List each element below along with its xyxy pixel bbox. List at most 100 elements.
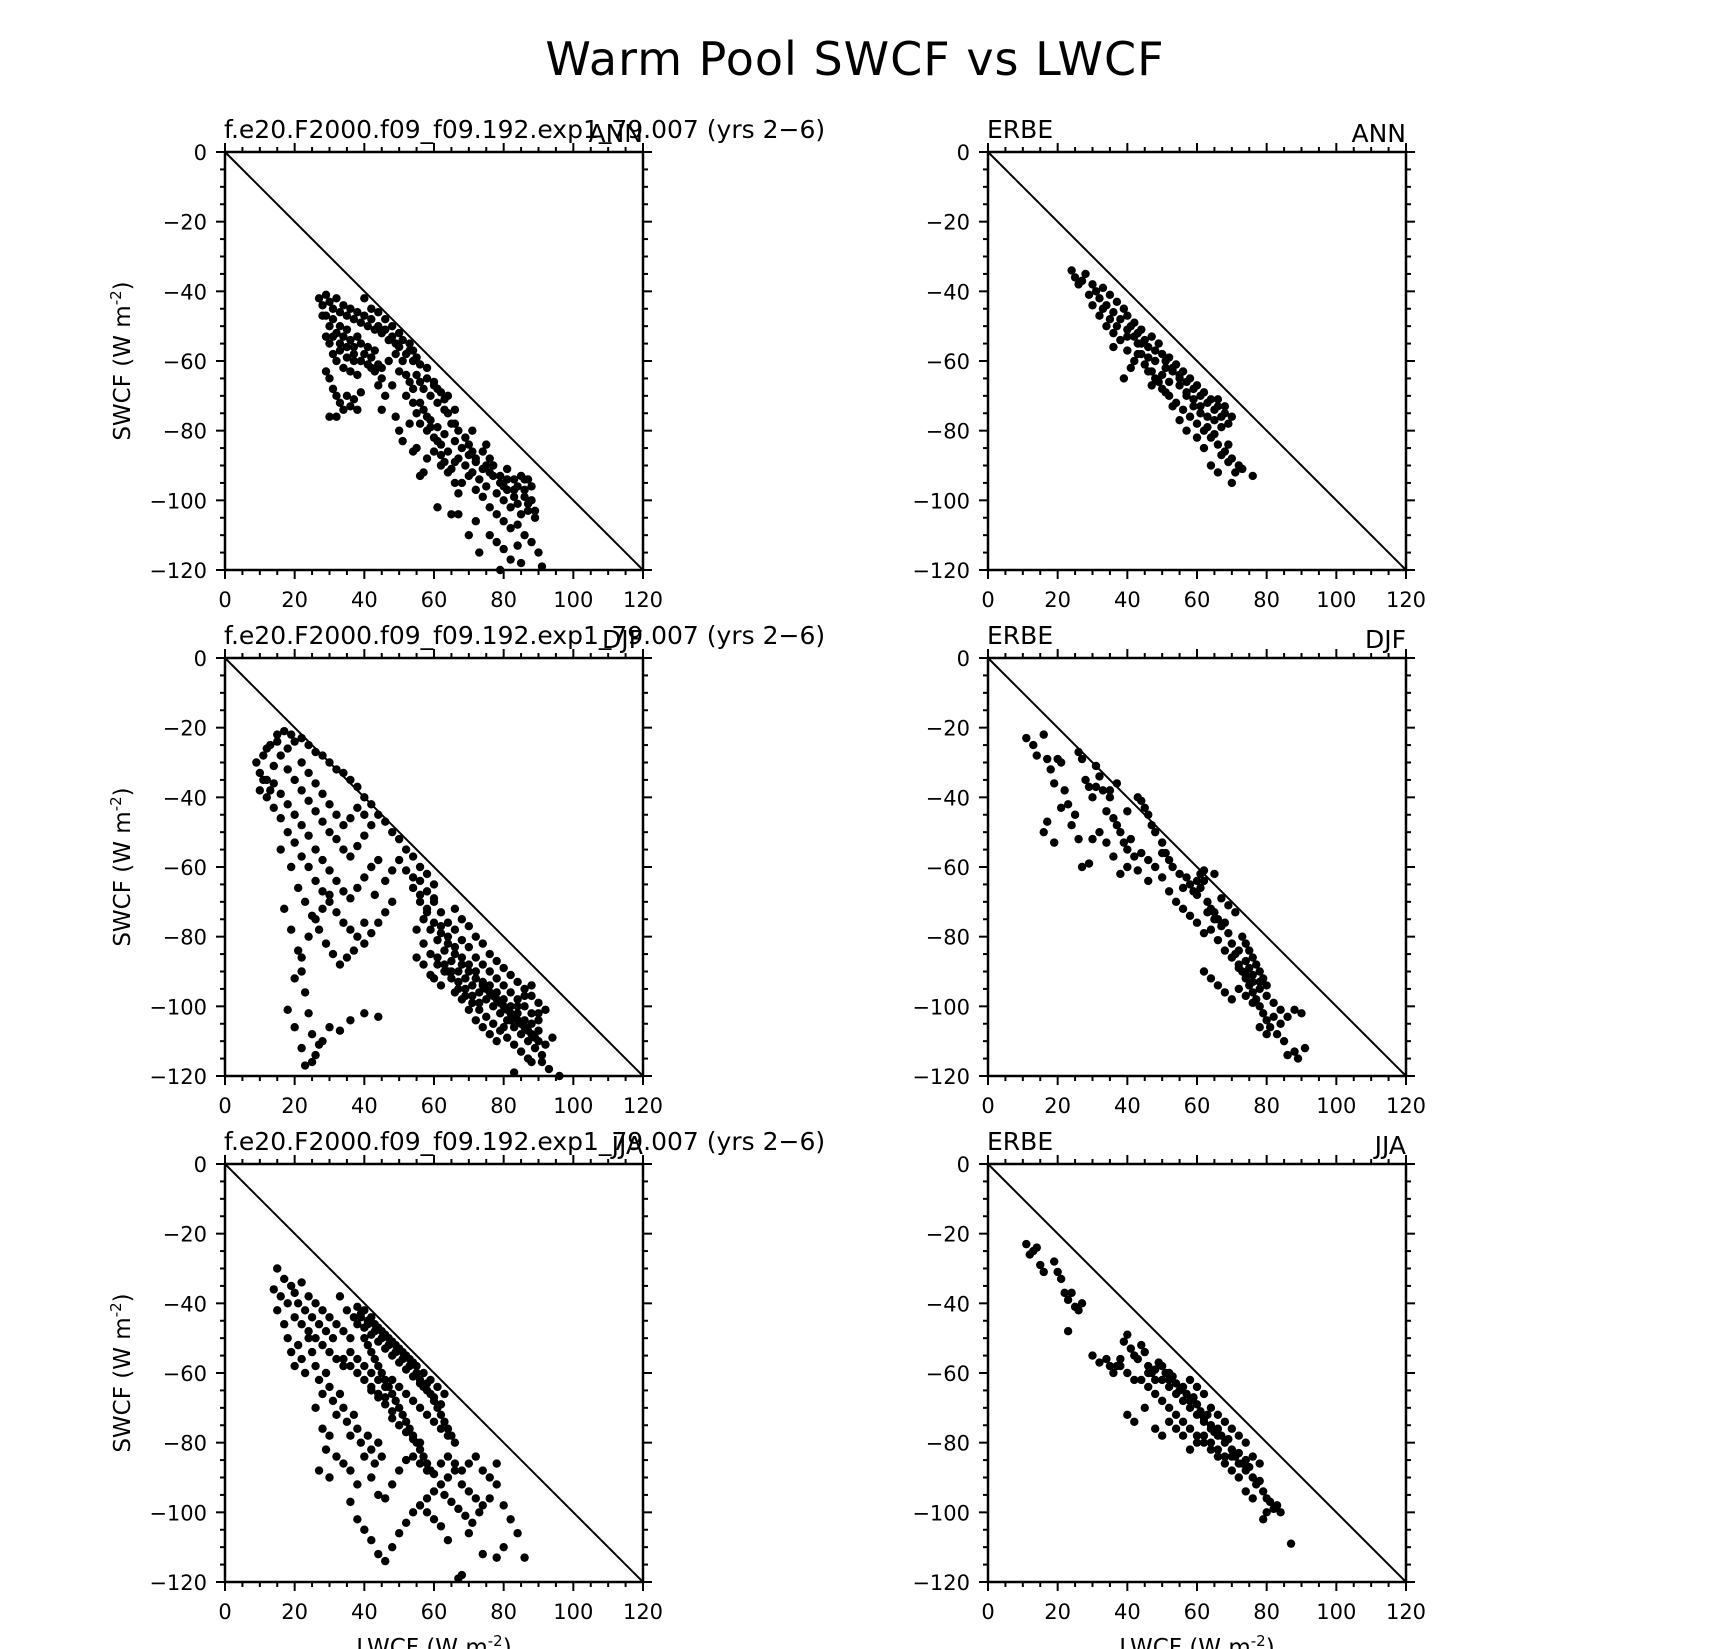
data-point (1168, 367, 1177, 376)
data-point (433, 1382, 442, 1392)
data-point (374, 1389, 383, 1399)
data-point (1241, 1438, 1250, 1447)
data-point (1144, 876, 1153, 886)
data-point (262, 793, 271, 802)
data-point (506, 503, 515, 512)
data-point (356, 318, 366, 327)
y-tick-label: 0 (194, 1153, 207, 1177)
data-point (1102, 838, 1111, 847)
data-point (339, 918, 348, 927)
data-point (1206, 974, 1216, 983)
data-point (307, 911, 317, 920)
data-point (360, 349, 369, 359)
data-point (1217, 894, 1226, 903)
data-point (353, 782, 362, 792)
data-point (492, 1480, 501, 1489)
data-point (300, 988, 310, 997)
data-point (1105, 290, 1115, 300)
data-point (1279, 1036, 1289, 1046)
data-point (401, 391, 411, 401)
data-point (433, 935, 442, 945)
data-point (1300, 1043, 1310, 1053)
data-point (1151, 1424, 1160, 1433)
data-point (1130, 852, 1139, 861)
panel-left-title: f.e20.F2000.f09_f09.192.exp1_79.007 (yrs… (224, 621, 825, 650)
x-tick-label: 20 (1044, 588, 1071, 612)
data-point (304, 740, 313, 750)
data-point (1151, 862, 1160, 872)
data-point (1224, 419, 1233, 428)
data-point (1272, 1501, 1282, 1510)
x-tick-label: 120 (1386, 1094, 1426, 1118)
data-point (443, 918, 453, 927)
data-point (426, 422, 435, 432)
data-point (516, 1047, 526, 1056)
data-point (1185, 412, 1195, 421)
data-point (297, 821, 306, 830)
data-point (346, 335, 355, 345)
data-point (513, 995, 522, 1004)
data-point (485, 1494, 494, 1503)
y-tick-label: −120 (912, 1065, 970, 1089)
x-axis-label: LWCF (W m-2) (356, 1632, 511, 1649)
data-point (388, 1337, 397, 1346)
data-point (290, 1023, 299, 1032)
data-point (520, 1002, 529, 1011)
data-point (401, 866, 411, 875)
y-tick-label: −80 (926, 420, 970, 444)
data-point (1168, 862, 1177, 872)
data-point (485, 468, 494, 477)
data-point (252, 758, 261, 767)
data-point (318, 751, 327, 760)
data-point (304, 1333, 313, 1343)
data-point (419, 405, 428, 414)
data-point (307, 1313, 317, 1322)
data-point (1116, 1361, 1125, 1371)
data-point (513, 482, 522, 491)
y-tick-label: −100 (149, 489, 207, 513)
data-point (1185, 880, 1195, 889)
data-point (328, 1333, 338, 1343)
data-point (388, 1375, 397, 1385)
data-point (506, 970, 515, 980)
data-point (325, 1313, 334, 1322)
y-tick-label: −80 (163, 1432, 207, 1456)
data-point (1206, 925, 1216, 934)
data-point (408, 1434, 418, 1444)
data-point (523, 1036, 533, 1046)
data-point (555, 1071, 564, 1081)
x-tick-label: 80 (1253, 1600, 1280, 1624)
data-point (1192, 890, 1202, 900)
data-point (1130, 318, 1139, 327)
data-point (1231, 908, 1240, 917)
data-point (286, 1347, 296, 1357)
data-point (464, 471, 474, 481)
data-point (381, 325, 390, 334)
data-point (408, 852, 418, 861)
data-point (440, 1389, 449, 1399)
data-point (394, 1466, 404, 1475)
data-point (370, 890, 379, 900)
data-point (436, 928, 446, 938)
data-point (1192, 381, 1202, 390)
data-point (461, 974, 470, 983)
data-point (482, 461, 491, 470)
data-point (1227, 478, 1237, 488)
data-point (1098, 786, 1108, 795)
data-point (1077, 754, 1087, 764)
data-point (346, 775, 355, 785)
data-point (513, 1529, 522, 1538)
data-point (374, 1438, 383, 1447)
y-tick-label: −20 (926, 717, 970, 741)
data-point (405, 339, 414, 348)
scatter-panel-djf-erbe: 0 20 40 60 80 100 120 0 −20 −40 −60 −80 −100 −120 ERBE… (912, 621, 1426, 1118)
data-point (304, 831, 313, 840)
data-point (422, 1410, 432, 1420)
data-point (280, 1274, 289, 1284)
data-point (1252, 960, 1261, 969)
y-tick-label: −120 (149, 1571, 207, 1595)
data-point (290, 974, 299, 983)
data-point (1171, 1424, 1181, 1433)
data-point (1046, 765, 1055, 774)
data-point (433, 1403, 442, 1413)
